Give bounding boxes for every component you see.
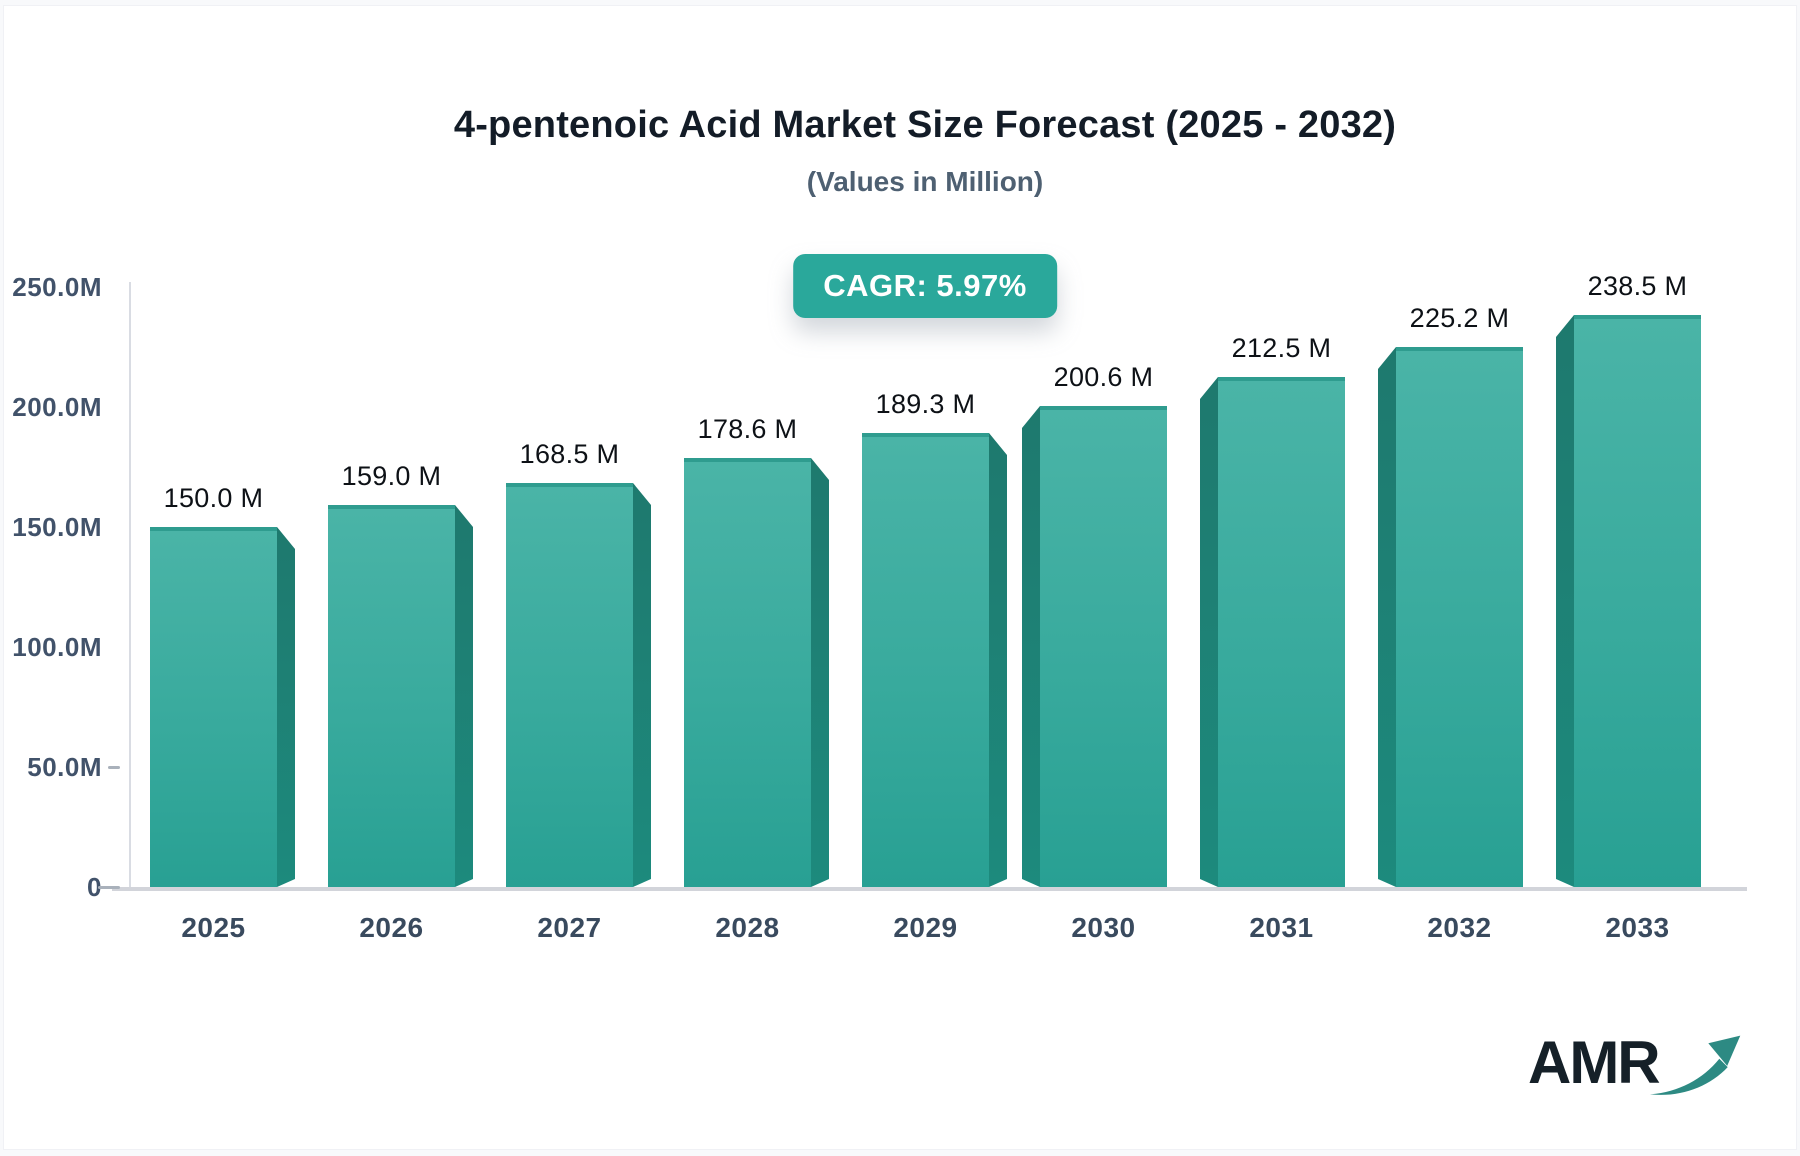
x-axis-label-2028: 2028 (715, 912, 780, 943)
bar-face (684, 458, 811, 887)
bar-side-shadow (1378, 347, 1396, 887)
bar-face (328, 505, 455, 887)
bar-side-shadow (277, 527, 295, 887)
bar-2031 (1200, 377, 1345, 887)
bar-2030 (1022, 406, 1167, 887)
bar-side-shadow (811, 458, 829, 887)
chart-subtitle: (Values in Million) (806, 166, 1044, 197)
bar-value-label: 200.6 M (1053, 362, 1154, 392)
x-axis-label-2029: 2029 (893, 912, 958, 943)
y-axis-tick-label: 0 (87, 872, 102, 902)
bar-2027 (506, 483, 651, 887)
bar-value-label: 159.0 M (341, 461, 442, 491)
bar-side-shadow (455, 505, 473, 887)
bar-face (1574, 315, 1701, 887)
x-axis-label-2033: 2033 (1605, 912, 1670, 943)
bar-value-label: 178.6 M (697, 414, 798, 444)
growth-arrow-icon (1646, 1026, 1756, 1109)
bar-2026 (328, 505, 473, 887)
x-axis-label-2026: 2026 (359, 912, 424, 943)
bar-2028 (684, 458, 829, 887)
bar-side-shadow (989, 433, 1007, 887)
x-axis-label-2032: 2032 (1427, 912, 1492, 943)
bar-value-label: 150.0 M (163, 483, 264, 513)
bar-2029 (862, 433, 1007, 887)
bar-face (1040, 406, 1167, 887)
bar-value-label: 189.3 M (875, 389, 976, 419)
bar-face (506, 483, 633, 887)
x-axis-label-2025: 2025 (181, 912, 246, 943)
bar-2032 (1378, 347, 1523, 887)
bar-face (862, 433, 989, 887)
bar-value-label: 238.5 M (1587, 271, 1688, 301)
y-axis-line (129, 282, 131, 887)
y-axis-tick-label: 250.0M (12, 272, 102, 302)
bar-face (1396, 347, 1523, 887)
amr-logo: AMR (1528, 1028, 1778, 1118)
bar-face (1218, 377, 1345, 887)
bar-face (150, 527, 277, 887)
bar-side-shadow (1200, 377, 1218, 887)
y-axis-tick-mark (98, 886, 120, 889)
bar-2033 (1556, 315, 1701, 887)
bar-side-shadow (1556, 315, 1574, 887)
y-axis-tick-label: 200.0M (12, 392, 102, 422)
bar-2025 (150, 527, 295, 887)
x-axis-baseline (112, 887, 1747, 891)
bar-value-label: 212.5 M (1231, 333, 1332, 363)
bar-side-shadow (633, 483, 651, 887)
y-axis-tick-label: 50.0M (27, 752, 102, 782)
x-axis-label-2031: 2031 (1249, 912, 1314, 943)
chart-title: 4-pentenoic Acid Market Size Forecast (2… (453, 104, 1397, 146)
bar-value-label: 168.5 M (519, 439, 620, 469)
amr-logo-text: AMR (1528, 1029, 1661, 1096)
y-axis-tick-mark (108, 766, 120, 769)
x-axis-label-2027: 2027 (537, 912, 602, 943)
bar-value-label: 225.2 M (1409, 303, 1510, 333)
y-axis-tick-label: 150.0M (12, 512, 102, 542)
bar-side-shadow (1022, 406, 1040, 887)
x-axis-label-2030: 2030 (1071, 912, 1136, 943)
cagr-badge: CAGR: 5.97% (793, 254, 1057, 318)
y-axis-tick-label: 100.0M (12, 632, 102, 662)
